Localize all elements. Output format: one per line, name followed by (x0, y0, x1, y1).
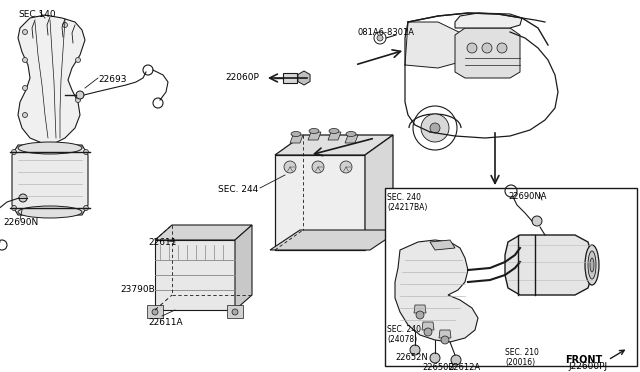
Text: FRONT: FRONT (565, 355, 602, 365)
Text: 22690N: 22690N (3, 218, 38, 227)
Circle shape (416, 311, 424, 319)
Circle shape (22, 58, 28, 62)
Circle shape (63, 22, 67, 28)
Polygon shape (147, 305, 163, 318)
Circle shape (312, 161, 324, 173)
Circle shape (12, 150, 17, 154)
Text: SEC.140: SEC.140 (18, 10, 56, 19)
Circle shape (340, 161, 352, 173)
Circle shape (532, 216, 542, 226)
Ellipse shape (18, 206, 82, 218)
Circle shape (22, 112, 28, 118)
Ellipse shape (18, 142, 82, 154)
Polygon shape (395, 240, 478, 342)
Circle shape (76, 91, 84, 99)
Polygon shape (422, 322, 434, 330)
Circle shape (232, 309, 238, 315)
Circle shape (430, 123, 440, 133)
Circle shape (467, 43, 477, 53)
Polygon shape (405, 22, 465, 68)
Circle shape (76, 58, 81, 62)
Circle shape (451, 355, 461, 365)
Text: 22650B: 22650B (422, 363, 454, 372)
Polygon shape (155, 240, 235, 310)
Text: 22693: 22693 (98, 75, 127, 84)
Text: 22060P: 22060P (225, 73, 259, 82)
Circle shape (430, 353, 440, 363)
Circle shape (410, 345, 420, 355)
Polygon shape (290, 135, 303, 143)
Text: SEC. 240
(24078): SEC. 240 (24078) (387, 325, 421, 344)
Polygon shape (270, 230, 400, 250)
Polygon shape (275, 155, 365, 250)
Polygon shape (345, 135, 358, 143)
Polygon shape (455, 28, 520, 78)
Text: 22612A: 22612A (448, 363, 480, 372)
Polygon shape (283, 73, 297, 83)
Ellipse shape (346, 131, 356, 137)
Polygon shape (439, 330, 451, 338)
Polygon shape (430, 240, 455, 250)
Circle shape (22, 29, 28, 35)
Ellipse shape (585, 245, 599, 285)
Polygon shape (18, 15, 85, 143)
Circle shape (377, 35, 383, 41)
Polygon shape (227, 305, 243, 318)
Circle shape (76, 97, 81, 103)
Polygon shape (235, 225, 252, 310)
Polygon shape (275, 135, 393, 155)
Ellipse shape (329, 128, 339, 134)
Ellipse shape (588, 251, 596, 279)
Polygon shape (12, 145, 88, 215)
Ellipse shape (590, 258, 594, 272)
Text: SEC. 244: SEC. 244 (218, 185, 259, 194)
Ellipse shape (291, 131, 301, 137)
Text: 23790B: 23790B (120, 285, 155, 294)
Circle shape (19, 194, 27, 202)
Ellipse shape (309, 128, 319, 134)
Circle shape (22, 86, 28, 90)
Polygon shape (328, 132, 341, 140)
Text: SEC. 210
(20016): SEC. 210 (20016) (505, 348, 539, 368)
Text: SEC. 240
(24217BA): SEC. 240 (24217BA) (387, 193, 428, 212)
Text: 22611A: 22611A (148, 318, 182, 327)
Text: 081A6-8301A: 081A6-8301A (358, 28, 415, 37)
Circle shape (83, 205, 88, 211)
Circle shape (12, 205, 17, 211)
Bar (385, 188, 637, 366)
Text: 22690NA: 22690NA (508, 192, 547, 201)
Polygon shape (298, 71, 310, 85)
Polygon shape (505, 235, 592, 295)
Polygon shape (455, 13, 522, 28)
Circle shape (83, 150, 88, 154)
Circle shape (421, 114, 449, 142)
Polygon shape (308, 132, 321, 140)
Text: 22652N: 22652N (395, 353, 428, 362)
Circle shape (424, 328, 432, 336)
Polygon shape (365, 135, 393, 250)
Circle shape (284, 161, 296, 173)
Circle shape (441, 336, 449, 344)
Circle shape (482, 43, 492, 53)
Text: J22600PJ: J22600PJ (568, 362, 607, 371)
Polygon shape (155, 225, 252, 240)
Circle shape (152, 309, 158, 315)
Text: 22611: 22611 (148, 238, 177, 247)
Circle shape (497, 43, 507, 53)
Polygon shape (414, 305, 426, 313)
